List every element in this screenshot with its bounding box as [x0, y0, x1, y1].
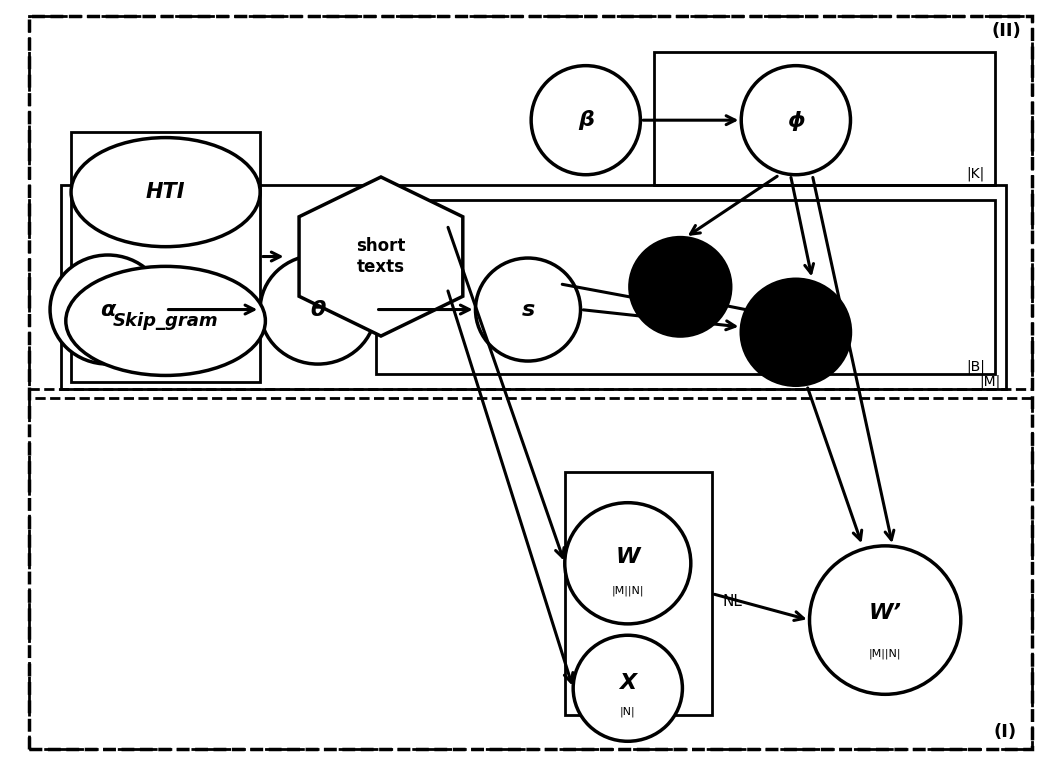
Ellipse shape	[573, 636, 682, 742]
Text: s: s	[522, 300, 534, 320]
Bar	[60, 185, 1006, 389]
Bar	[654, 52, 996, 185]
Ellipse shape	[629, 237, 731, 336]
Text: NL: NL	[722, 594, 742, 609]
Ellipse shape	[741, 66, 850, 175]
Text: X: X	[619, 673, 637, 693]
Text: HTI: HTI	[146, 182, 186, 202]
Text: |M||N|: |M||N|	[869, 649, 902, 658]
Text: W’: W’	[869, 603, 902, 623]
Ellipse shape	[810, 546, 961, 694]
Text: Skip_gram: Skip_gram	[113, 312, 219, 330]
Text: |K|: |K|	[966, 166, 985, 181]
Ellipse shape	[531, 66, 640, 175]
Ellipse shape	[475, 258, 581, 361]
Text: W: W	[616, 547, 640, 567]
Text: β: β	[578, 110, 593, 130]
Ellipse shape	[260, 255, 376, 364]
Bar	[376, 200, 996, 374]
Text: (II): (II)	[992, 21, 1022, 40]
Text: θ: θ	[310, 300, 325, 320]
Ellipse shape	[50, 255, 166, 364]
Polygon shape	[299, 177, 463, 336]
Text: short
texts: short texts	[356, 237, 406, 276]
Text: |B|: |B|	[966, 359, 985, 374]
Text: |M|: |M|	[980, 375, 1001, 389]
Text: ϕ: ϕ	[787, 110, 805, 130]
Text: α: α	[100, 300, 115, 320]
Ellipse shape	[565, 503, 691, 624]
Ellipse shape	[71, 137, 260, 246]
Text: |M||N|: |M||N|	[611, 585, 644, 596]
Text: |N|: |N|	[620, 707, 636, 717]
Bar	[29, 398, 1032, 749]
Bar	[565, 472, 712, 715]
Ellipse shape	[65, 266, 265, 375]
Bar	[29, 16, 1032, 389]
Ellipse shape	[741, 279, 850, 385]
Text: (I): (I)	[994, 723, 1017, 742]
Bar	[71, 131, 260, 382]
